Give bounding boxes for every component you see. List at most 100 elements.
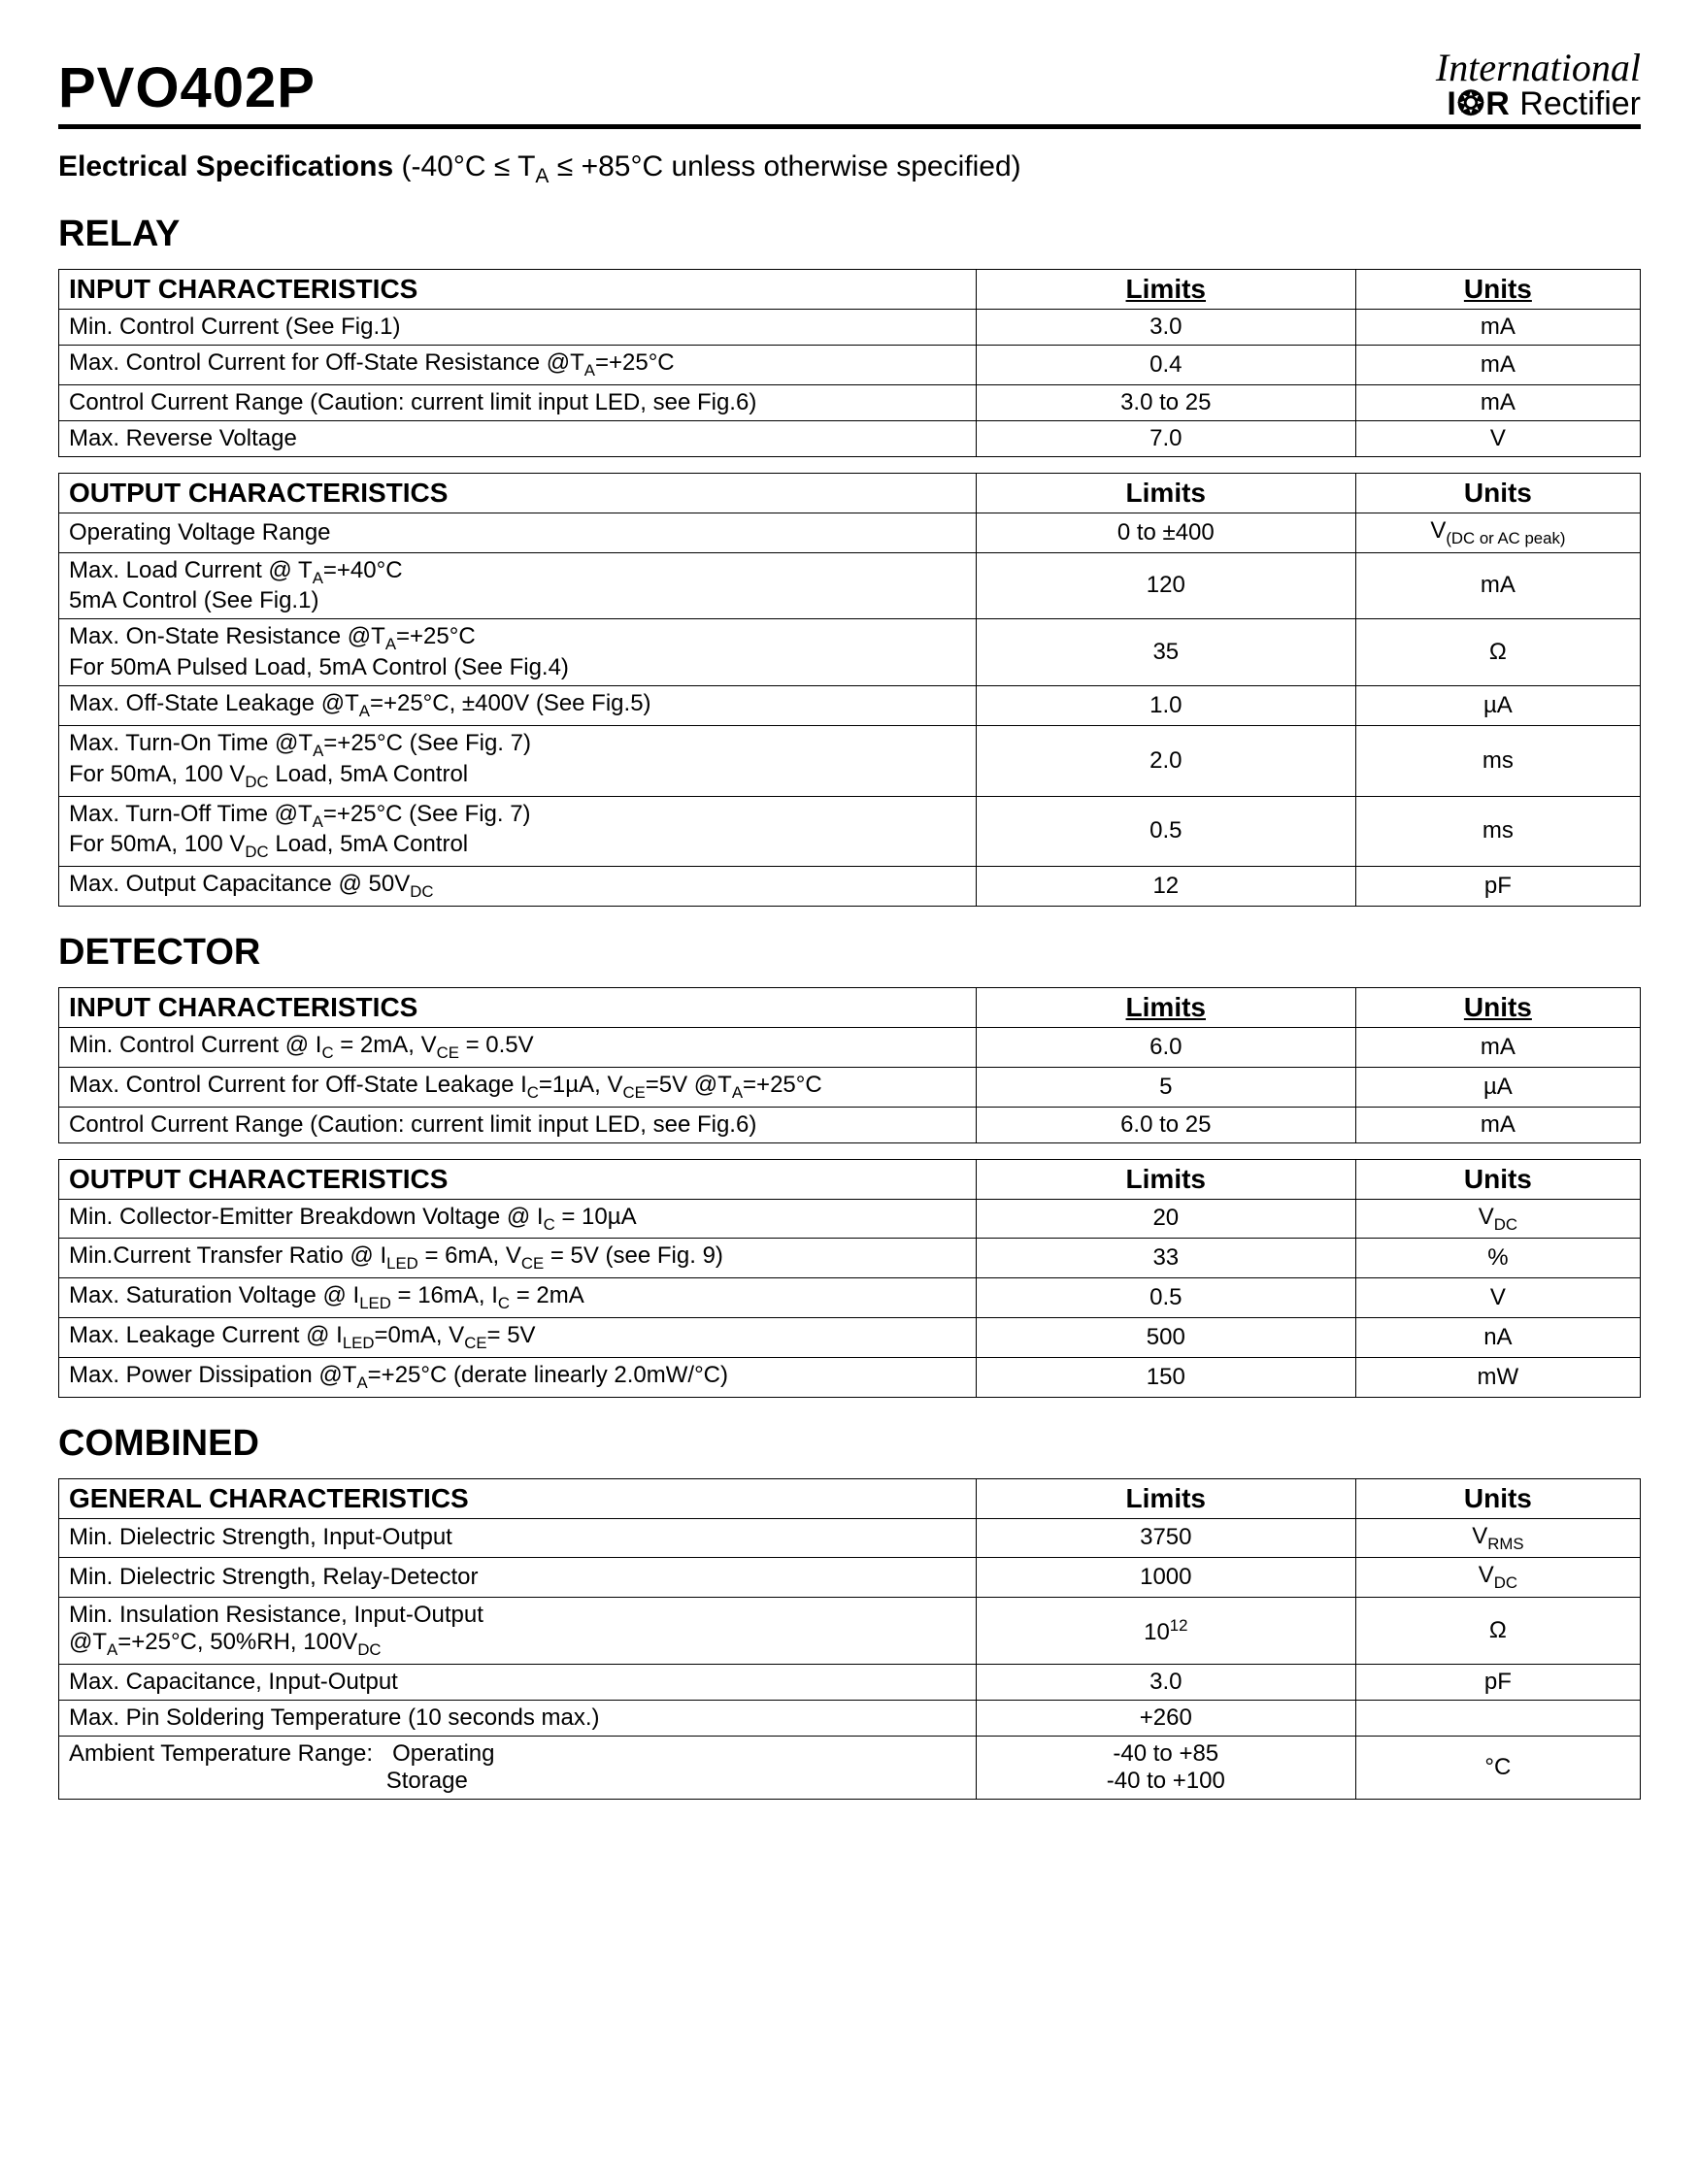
col-param: OUTPUT CHARACTERISTICS bbox=[59, 473, 977, 513]
table-row: Max. Leakage Current @ ILED=0mA, VCE= 5V… bbox=[59, 1317, 1641, 1357]
brand-rectifier: Rectifier bbox=[1511, 85, 1641, 122]
col-param: INPUT CHARACTERISTICS bbox=[59, 987, 977, 1027]
col-param: OUTPUT CHARACTERISTICS bbox=[59, 1159, 977, 1199]
param-cell: Max. Pin Soldering Temperature (10 secon… bbox=[59, 1700, 977, 1736]
param-cell: Min. Insulation Resistance, Input-Output… bbox=[59, 1598, 977, 1665]
relay-output-table: OUTPUT CHARACTERISTICS Limits Units Oper… bbox=[58, 473, 1641, 907]
param-cell: Control Current Range (Caution: current … bbox=[59, 1107, 977, 1142]
table-row: Operating Voltage Range0 to ±400V(DC or … bbox=[59, 513, 1641, 552]
unit-cell: VRMS bbox=[1355, 1518, 1640, 1558]
unit-cell: mW bbox=[1355, 1357, 1640, 1397]
table-header-row: INPUT CHARACTERISTICS Limits Units bbox=[59, 987, 1641, 1027]
table-row: Max. Power Dissipation @TA=+25°C (derate… bbox=[59, 1357, 1641, 1397]
col-limits: Limits bbox=[976, 270, 1355, 310]
unit-cell: mA bbox=[1355, 1027, 1640, 1067]
table-header-row: OUTPUT CHARACTERISTICS Limits Units bbox=[59, 473, 1641, 513]
unit-cell: mA bbox=[1355, 1107, 1640, 1142]
limit-cell: 0.5 bbox=[976, 796, 1355, 867]
spec-title-sub: A bbox=[535, 165, 549, 187]
table-header-row: OUTPUT CHARACTERISTICS Limits Units bbox=[59, 1159, 1641, 1199]
param-cell: Operating Voltage Range bbox=[59, 513, 977, 552]
param-cell: Max. Turn-On Time @TA=+25°C (See Fig. 7)… bbox=[59, 725, 977, 796]
col-limits: Limits bbox=[976, 987, 1355, 1027]
relay-input-body: Min. Control Current (See Fig.1)3.0mAMax… bbox=[59, 310, 1641, 457]
table-row: Control Current Range (Caution: current … bbox=[59, 1107, 1641, 1142]
table-row: Min.Current Transfer Ratio @ ILED = 6mA,… bbox=[59, 1239, 1641, 1278]
param-cell: Max. Reverse Voltage bbox=[59, 420, 977, 456]
table-row: Max. Off-State Leakage @TA=+25°C, ±400V … bbox=[59, 686, 1641, 726]
limit-cell: 1012 bbox=[976, 1598, 1355, 1665]
limit-cell: 3.0 bbox=[976, 1664, 1355, 1700]
table-row: Max. Turn-On Time @TA=+25°C (See Fig. 7)… bbox=[59, 725, 1641, 796]
param-cell: Max. Saturation Voltage @ ILED = 16mA, I… bbox=[59, 1278, 977, 1318]
param-cell: Max. Load Current @ TA=+40°C5mA Control … bbox=[59, 552, 977, 619]
table-row: Max. Control Current for Off-State Leaka… bbox=[59, 1067, 1641, 1107]
limit-cell: 3.0 to 25 bbox=[976, 384, 1355, 420]
unit-cell: µA bbox=[1355, 1067, 1640, 1107]
limit-cell: 120 bbox=[976, 552, 1355, 619]
unit-cell: Ω bbox=[1355, 619, 1640, 686]
limit-cell: 6.0 bbox=[976, 1027, 1355, 1067]
param-cell: Max. Control Current for Off-State Resis… bbox=[59, 346, 977, 385]
limit-cell: 150 bbox=[976, 1357, 1355, 1397]
table-row: Max. Output Capacitance @ 50VDC12pF bbox=[59, 867, 1641, 907]
table-header-row: GENERAL CHARACTERISTICS Limits Units bbox=[59, 1478, 1641, 1518]
param-cell: Min. Dielectric Strength, Relay-Detector bbox=[59, 1558, 977, 1598]
table-row: Max. Saturation Voltage @ ILED = 16mA, I… bbox=[59, 1278, 1641, 1318]
table-row: Min. Control Current (See Fig.1)3.0mA bbox=[59, 310, 1641, 346]
param-cell: Min. Dielectric Strength, Input-Output bbox=[59, 1518, 977, 1558]
col-units: Units bbox=[1355, 1159, 1640, 1199]
limit-cell: 0.5 bbox=[976, 1278, 1355, 1318]
limit-cell: 0.4 bbox=[976, 346, 1355, 385]
detector-input-body: Min. Control Current @ IC = 2mA, VCE = 0… bbox=[59, 1027, 1641, 1142]
limit-cell: 0 to ±400 bbox=[976, 513, 1355, 552]
limit-cell: 3750 bbox=[976, 1518, 1355, 1558]
brand-logo-text: I❂R bbox=[1447, 85, 1511, 122]
part-number: PVO402P bbox=[58, 55, 316, 120]
spec-title-rest: (-40°C ≤ T bbox=[393, 150, 535, 182]
col-param: GENERAL CHARACTERISTICS bbox=[59, 1478, 977, 1518]
section-detector-title: DETECTOR bbox=[58, 932, 1641, 974]
limit-cell: 1.0 bbox=[976, 686, 1355, 726]
param-cell: Max. On-State Resistance @TA=+25°CFor 50… bbox=[59, 619, 977, 686]
brand-top: International bbox=[1436, 49, 1641, 87]
unit-cell: V bbox=[1355, 1278, 1640, 1318]
limit-cell: 3.0 bbox=[976, 310, 1355, 346]
spec-title-bold: Electrical Specifications bbox=[58, 150, 393, 182]
detector-output-body: Min. Collector-Emitter Breakdown Voltage… bbox=[59, 1199, 1641, 1397]
param-cell: Min. Collector-Emitter Breakdown Voltage… bbox=[59, 1199, 977, 1239]
table-row: Min. Collector-Emitter Breakdown Voltage… bbox=[59, 1199, 1641, 1239]
col-limits: Limits bbox=[976, 473, 1355, 513]
param-cell: Max. Control Current for Off-State Leaka… bbox=[59, 1067, 977, 1107]
table-row: Min. Dielectric Strength, Input-Output37… bbox=[59, 1518, 1641, 1558]
table-row: Min. Insulation Resistance, Input-Output… bbox=[59, 1598, 1641, 1665]
param-cell: Min. Control Current (See Fig.1) bbox=[59, 310, 977, 346]
col-units: Units bbox=[1355, 270, 1640, 310]
table-row: Control Current Range (Caution: current … bbox=[59, 384, 1641, 420]
unit-cell: V(DC or AC peak) bbox=[1355, 513, 1640, 552]
param-cell: Ambient Temperature Range: Operating Sto… bbox=[59, 1736, 977, 1799]
table-row: Max. Turn-Off Time @TA=+25°C (See Fig. 7… bbox=[59, 796, 1641, 867]
relay-input-table: INPUT CHARACTERISTICS Limits Units Min. … bbox=[58, 269, 1641, 457]
table-row: Min. Control Current @ IC = 2mA, VCE = 0… bbox=[59, 1027, 1641, 1067]
table-row: Max. Capacitance, Input-Output3.0pF bbox=[59, 1664, 1641, 1700]
relay-output-body: Operating Voltage Range0 to ±400V(DC or … bbox=[59, 513, 1641, 906]
unit-cell: µA bbox=[1355, 686, 1640, 726]
col-units: Units bbox=[1355, 473, 1640, 513]
col-limits: Limits bbox=[976, 1478, 1355, 1518]
col-limits: Limits bbox=[976, 1159, 1355, 1199]
unit-cell: °C bbox=[1355, 1736, 1640, 1799]
limit-cell: 35 bbox=[976, 619, 1355, 686]
param-cell: Max. Capacitance, Input-Output bbox=[59, 1664, 977, 1700]
unit-cell: mA bbox=[1355, 310, 1640, 346]
param-cell: Max. Turn-Off Time @TA=+25°C (See Fig. 7… bbox=[59, 796, 977, 867]
col-units: Units bbox=[1355, 987, 1640, 1027]
table-row: Max. Load Current @ TA=+40°C5mA Control … bbox=[59, 552, 1641, 619]
brand-bottom: I❂R Rectifier bbox=[1436, 87, 1641, 120]
unit-cell: VDC bbox=[1355, 1199, 1640, 1239]
electrical-spec-title: Electrical Specifications (-40°C ≤ TA ≤ … bbox=[58, 150, 1641, 188]
detector-output-table: OUTPUT CHARACTERISTICS Limits Units Min.… bbox=[58, 1159, 1641, 1398]
combined-general-table: GENERAL CHARACTERISTICS Limits Units Min… bbox=[58, 1478, 1641, 1800]
limit-cell: 20 bbox=[976, 1199, 1355, 1239]
unit-cell: pF bbox=[1355, 1664, 1640, 1700]
